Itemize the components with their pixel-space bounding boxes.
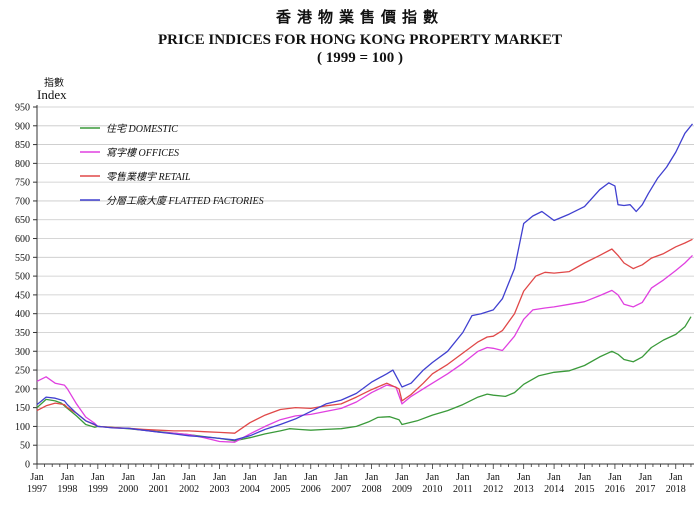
y-tick-label: 250	[15, 366, 30, 377]
y-tick-label: 750	[15, 178, 30, 189]
x-tick-label-year: 2008	[362, 484, 382, 495]
x-tick-label-year: 2000	[118, 484, 138, 495]
y-tick-label: 950	[15, 103, 30, 114]
x-tick-label-month: Jan	[456, 472, 469, 483]
x-tick-label-year: 2016	[605, 484, 625, 495]
x-tick-label-month: Jan	[274, 472, 287, 483]
x-tick-label-year: 2018	[666, 484, 686, 495]
y-tick-label: 800	[15, 159, 30, 170]
y-tick-label: 650	[15, 215, 30, 226]
x-tick-label-year: 2003	[210, 484, 230, 495]
y-axis-label-chinese: 指數	[44, 78, 64, 89]
x-tick-label-month: Jan	[61, 472, 74, 483]
x-tick-label-month: Jan	[426, 472, 439, 483]
chart-title-chinese: 香港物業售價指數	[275, 8, 444, 26]
x-tick-label-year: 2012	[483, 484, 503, 495]
x-tick-label-month: Jan	[365, 472, 378, 483]
x-tick-label-month: Jan	[578, 472, 591, 483]
x-tick-label-year: 2005	[270, 484, 290, 495]
x-tick-label-year: 2002	[179, 484, 199, 495]
legend-label-factories: 分層工廠大廈 FLATTED FACTORIES	[106, 195, 264, 207]
y-tick-label: 50	[20, 441, 30, 452]
x-tick-label-month: Jan	[517, 472, 530, 483]
x-tick-label-year: 2013	[514, 484, 534, 495]
x-tick-label-month: Jan	[304, 472, 317, 483]
series-line-domestic	[36, 316, 692, 442]
x-tick-label-year: 2006	[301, 484, 321, 495]
series-layer	[36, 123, 694, 443]
legend-label-domestic: 住宅 DOMESTIC	[106, 123, 178, 135]
x-tick-label-year: 1999	[88, 484, 108, 495]
x-tick-label-month: Jan	[213, 472, 226, 483]
y-tick-label: 600	[15, 234, 30, 245]
x-tick-label-year: 2015	[575, 484, 595, 495]
x-tick-label-month: Jan	[608, 472, 621, 483]
y-tick-label: 450	[15, 290, 30, 301]
y-tick-label: 700	[15, 196, 30, 207]
x-tick-label-month: Jan	[182, 472, 195, 483]
x-tick-label-month: Jan	[152, 472, 165, 483]
x-tick-label-month: Jan	[487, 472, 500, 483]
x-tick-label-year: 2001	[149, 484, 169, 495]
x-tick-label-month: Jan	[334, 472, 347, 483]
grid-layer	[37, 106, 694, 446]
y-tick-label: 150	[15, 403, 30, 414]
y-tick-label: 300	[15, 347, 30, 358]
y-axis-label: Index	[37, 87, 67, 102]
y-tick-label: 350	[15, 328, 30, 339]
y-tick-label: 900	[15, 121, 30, 132]
x-tick-label-year: 2009	[392, 484, 412, 495]
x-tick-label-year: 2010	[422, 484, 442, 495]
x-tick-label-month: Jan	[669, 472, 682, 483]
legend-label-offices: 寫字樓 OFFICES	[106, 147, 179, 159]
chart-title: PRICE INDICES FOR HONG KONG PROPERTY MAR…	[158, 32, 562, 48]
x-tick-label-year: 1998	[57, 484, 77, 495]
x-tick-label-year: 2007	[331, 484, 351, 495]
x-tick-label-month: Jan	[395, 472, 408, 483]
y-tick-label: 100	[15, 422, 30, 433]
series-line-factories	[36, 123, 694, 441]
chart-subtitle: ( 1999 = 100 )	[316, 50, 404, 66]
x-tick-label-month: Jan	[122, 472, 135, 483]
series-line-retail	[36, 238, 693, 434]
y-tick-label: 0	[25, 460, 30, 471]
y-tick-label: 550	[15, 253, 30, 264]
x-tick-label-month: Jan	[547, 472, 560, 483]
legend: 住宅 DOMESTIC 寫字樓 OFFICES 零售業樓宇 RETAIL 分層工廠大廈…	[80, 123, 264, 207]
x-tick-label-month: Jan	[30, 472, 43, 483]
x-tick-label-month: Jan	[91, 472, 104, 483]
axis-layer: 0 50 100 150 200 250 300 350 400 450 500 550 600 650 7…	[15, 103, 694, 495]
y-tick-label: 500	[15, 272, 30, 283]
x-tick-label-year: 2014	[544, 484, 564, 495]
x-tick-label-month: Jan	[639, 472, 652, 483]
x-tick-label-year: 2011	[453, 484, 473, 495]
y-tick-label: 400	[15, 309, 30, 320]
x-tick-label-year: 2004	[240, 484, 260, 495]
x-tick-label-year: 2017	[635, 484, 655, 495]
y-tick-label: 850	[15, 140, 30, 151]
x-tick-label-year: 1997	[27, 484, 47, 495]
y-tick-label: 200	[15, 384, 30, 395]
x-tick-label-month: Jan	[243, 472, 256, 483]
series-line-offices	[36, 254, 693, 443]
legend-label-retail: 零售業樓宇 RETAIL	[106, 171, 191, 183]
